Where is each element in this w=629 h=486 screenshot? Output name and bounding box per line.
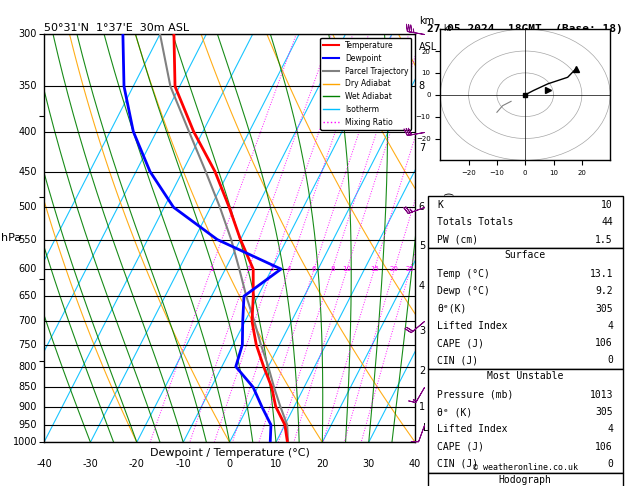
Text: 4: 4 [607, 321, 613, 331]
Text: 1000: 1000 [13, 437, 37, 447]
Text: 1.5: 1.5 [595, 235, 613, 244]
Text: 650: 650 [19, 291, 37, 301]
Text: 1013: 1013 [589, 390, 613, 400]
Text: PW (cm): PW (cm) [438, 235, 479, 244]
Text: 700: 700 [19, 316, 37, 326]
Text: Lifted Index: Lifted Index [438, 321, 508, 331]
Text: 15: 15 [370, 266, 379, 272]
Text: Totals Totals: Totals Totals [438, 217, 514, 227]
Text: CAPE (J): CAPE (J) [438, 338, 484, 348]
Text: 305: 305 [595, 407, 613, 417]
Text: Pressure (mb): Pressure (mb) [438, 390, 514, 400]
Text: 550: 550 [18, 235, 37, 244]
Text: 5: 5 [419, 241, 425, 251]
Bar [428, 248, 623, 369]
Text: 106: 106 [595, 338, 613, 348]
Text: CAPE (J): CAPE (J) [438, 442, 484, 451]
Text: -20: -20 [129, 459, 145, 469]
Text: 10: 10 [270, 459, 282, 469]
Text: 0: 0 [607, 459, 613, 469]
Text: θᵉ (K): θᵉ (K) [438, 407, 473, 417]
X-axis label: Dewpoint / Temperature (°C): Dewpoint / Temperature (°C) [150, 448, 309, 458]
Text: Mixing Ratio (g/kg): Mixing Ratio (g/kg) [445, 192, 455, 284]
Text: 10: 10 [343, 266, 352, 272]
Text: CIN (J): CIN (J) [438, 355, 479, 365]
Text: 2: 2 [247, 266, 251, 272]
Text: 600: 600 [19, 264, 37, 274]
Text: 4: 4 [419, 280, 425, 291]
Text: 400: 400 [19, 126, 37, 137]
Text: 750: 750 [18, 340, 37, 350]
Text: 13.1: 13.1 [589, 269, 613, 279]
Text: 44: 44 [601, 217, 613, 227]
Text: 6: 6 [312, 266, 316, 272]
Text: 300: 300 [19, 29, 37, 39]
Text: K: K [438, 200, 443, 210]
Text: -10: -10 [175, 459, 191, 469]
Text: 8: 8 [419, 81, 425, 91]
Text: 850: 850 [19, 382, 37, 392]
Text: km: km [419, 16, 434, 26]
Text: 3: 3 [419, 326, 425, 336]
Text: 4: 4 [287, 266, 291, 272]
Text: -40: -40 [36, 459, 52, 469]
Text: 0: 0 [226, 459, 233, 469]
Text: 40: 40 [409, 459, 421, 469]
Text: 50°31'N  1°37'E  30m ASL: 50°31'N 1°37'E 30m ASL [44, 23, 189, 33]
Text: Most Unstable: Most Unstable [487, 371, 564, 382]
Text: 3: 3 [270, 266, 274, 272]
Text: 30: 30 [363, 459, 375, 469]
Text: 1: 1 [209, 266, 213, 272]
Bar [428, 369, 623, 472]
Text: 7: 7 [419, 143, 425, 153]
Text: Hodograph: Hodograph [499, 475, 552, 485]
Text: kt: kt [443, 24, 451, 34]
Text: ASL: ASL [419, 42, 437, 52]
Text: 900: 900 [19, 401, 37, 412]
Bar [428, 196, 623, 248]
Text: hPa: hPa [1, 233, 21, 243]
Text: 20: 20 [390, 266, 399, 272]
Bar [428, 472, 623, 486]
Text: 500: 500 [19, 202, 37, 212]
Text: CIN (J): CIN (J) [438, 459, 479, 469]
Text: θᵉ(K): θᵉ(K) [438, 304, 467, 313]
Text: 6: 6 [419, 202, 425, 212]
Text: Dewp (°C): Dewp (°C) [438, 286, 491, 296]
Legend: Temperature, Dewpoint, Parcel Trajectory, Dry Adiabat, Wet Adiabat, Isotherm, Mi: Temperature, Dewpoint, Parcel Trajectory… [320, 38, 411, 130]
Text: 2: 2 [419, 366, 425, 376]
Text: 10: 10 [601, 200, 613, 210]
Text: 4: 4 [607, 424, 613, 434]
Text: 25: 25 [406, 266, 415, 272]
Text: 0: 0 [607, 355, 613, 365]
Text: 9.2: 9.2 [595, 286, 613, 296]
Text: 27.05.2024  18GMT  (Base: 18): 27.05.2024 18GMT (Base: 18) [427, 24, 623, 34]
Text: 20: 20 [316, 459, 328, 469]
Text: 450: 450 [19, 167, 37, 176]
Text: 305: 305 [595, 304, 613, 313]
Text: Surface: Surface [504, 250, 546, 260]
Text: 950: 950 [19, 420, 37, 430]
Text: Temp (°C): Temp (°C) [438, 269, 491, 279]
Text: 350: 350 [19, 81, 37, 91]
Text: -30: -30 [82, 459, 98, 469]
Text: LCL: LCL [423, 423, 440, 434]
Text: 106: 106 [595, 442, 613, 451]
Text: 1: 1 [419, 401, 425, 412]
Text: 800: 800 [19, 362, 37, 372]
Text: Lifted Index: Lifted Index [438, 424, 508, 434]
Text: 8: 8 [330, 266, 335, 272]
Text: © weatheronline.co.uk: © weatheronline.co.uk [473, 463, 577, 471]
